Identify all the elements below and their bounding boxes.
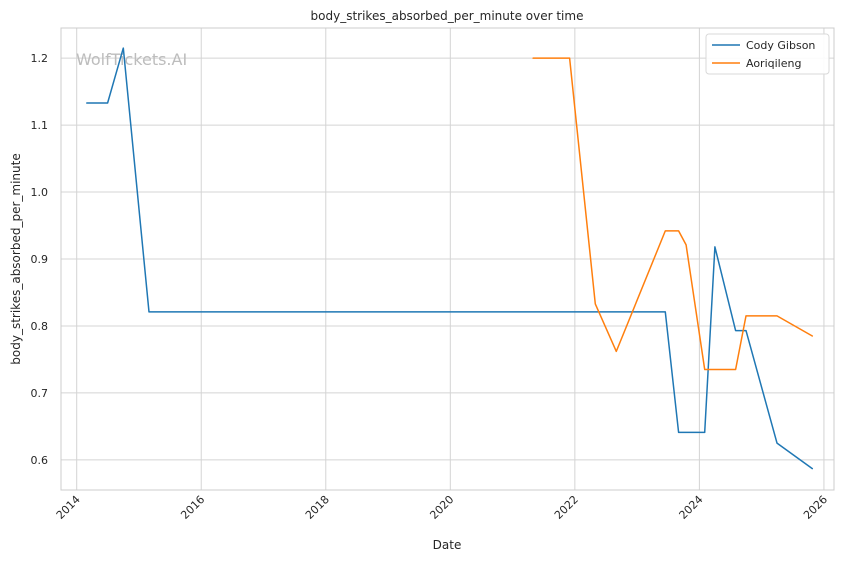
- y-tick-label: 1.0: [31, 186, 49, 199]
- y-tick-label: 1.2: [31, 52, 49, 65]
- y-tick-label: 0.6: [31, 454, 49, 467]
- series-line-cody-gibson: [86, 47, 814, 470]
- plot-border: [60, 27, 835, 491]
- y-tick-label: 0.7: [31, 387, 49, 400]
- legend-box: [705, 33, 830, 75]
- chart-title: body_strikes_absorbed_per_minute over ti…: [311, 9, 584, 23]
- series-line-aoriqileng: [532, 57, 814, 371]
- x-axis-label: Date: [433, 538, 462, 552]
- legend-label: Cody Gibson: [746, 39, 815, 52]
- series-layer: [86, 47, 814, 470]
- watermark-text: WolfTickets.AI: [76, 50, 187, 69]
- y-axis-label: body_strikes_absorbed_per_minute: [9, 153, 23, 364]
- legend-label: Aoriqileng: [746, 57, 801, 70]
- y-axis-ticks: 0.6 0.7 0.8 0.9 1.0 1.1 1.2: [31, 52, 49, 467]
- legend: Cody Gibson Aoriqileng: [705, 33, 830, 75]
- y-tick-label: 0.8: [31, 320, 49, 333]
- y-tick-label: 0.9: [31, 253, 49, 266]
- y-tick-label: 1.1: [31, 119, 49, 132]
- plot-frame: [60, 27, 835, 491]
